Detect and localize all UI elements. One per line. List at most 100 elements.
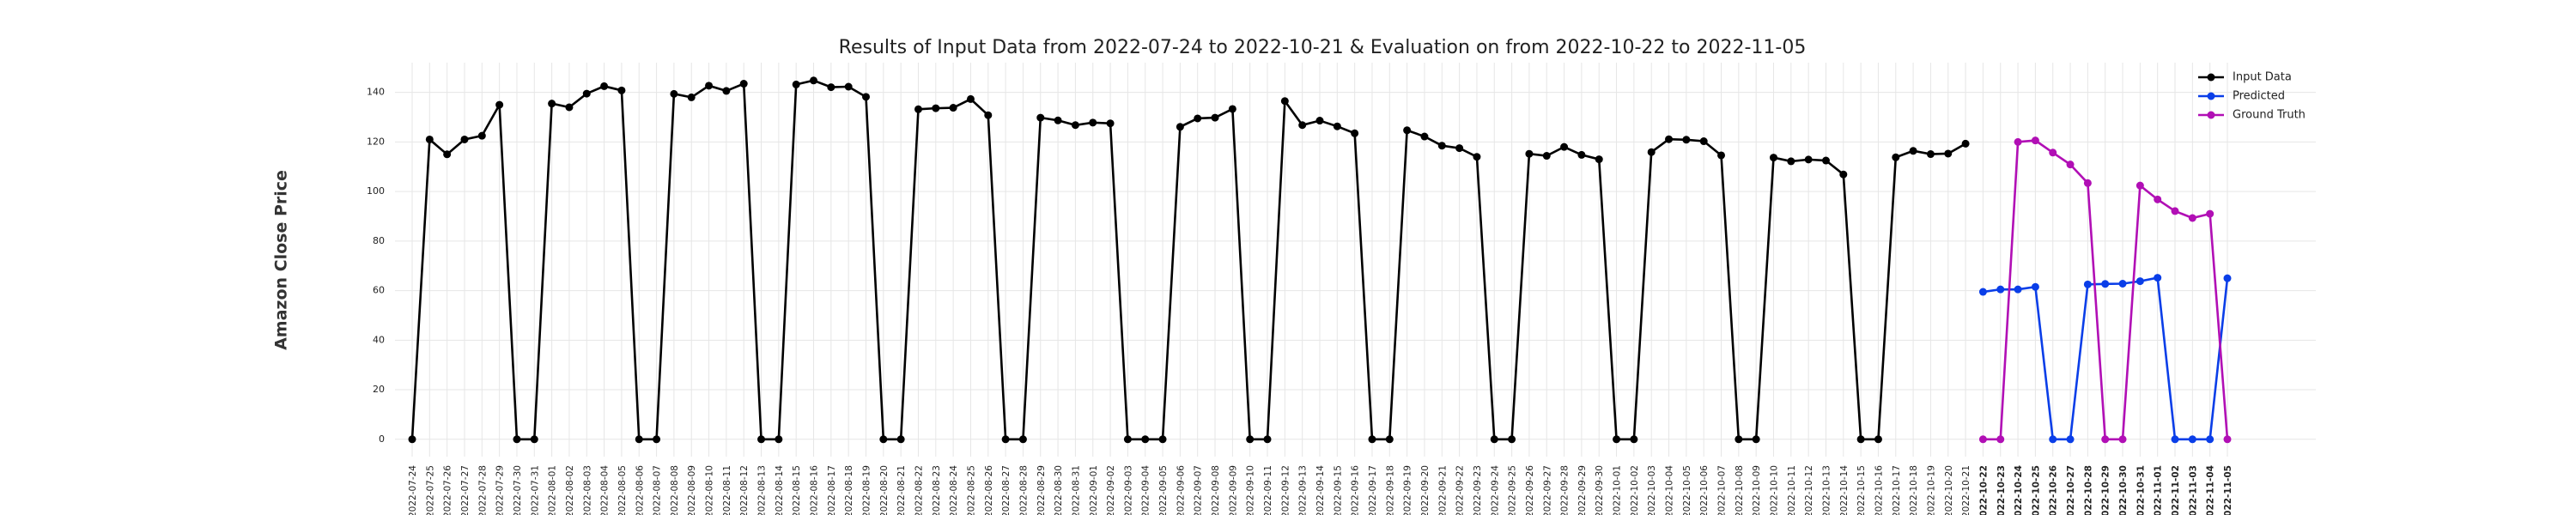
- data-point: [1978, 288, 1987, 296]
- data-point: [477, 131, 486, 140]
- x-tick-label: 2022-10-02: [1630, 465, 1640, 515]
- data-point: [966, 94, 975, 103]
- x-tick-label: 2022-09-12: [1280, 465, 1291, 515]
- x-tick-label: 2022-08-01: [548, 465, 558, 515]
- data-point: [513, 435, 521, 444]
- data-point: [1926, 150, 1935, 159]
- data-point: [844, 82, 853, 91]
- data-point: [1473, 153, 1481, 161]
- data-point: [635, 435, 643, 444]
- x-tick-label: 2022-07-24: [408, 465, 418, 515]
- data-point: [1089, 118, 1097, 127]
- data-point: [1001, 435, 1010, 444]
- data-point: [1351, 129, 1359, 137]
- x-tick-label: 2022-10-01: [1613, 465, 1623, 515]
- data-point: [984, 111, 993, 119]
- data-point: [1333, 122, 1341, 130]
- x-tick-label: 2022-09-08: [1211, 465, 1221, 515]
- x-tick-label: 2022-10-18: [1909, 465, 1919, 515]
- data-point: [1298, 121, 1307, 130]
- data-point: [1246, 435, 1255, 444]
- data-point: [827, 83, 835, 92]
- data-point: [1385, 435, 1394, 444]
- x-tick-label: 2022-11-05: [2223, 465, 2233, 515]
- x-tick-label: 2022-07-25: [425, 465, 435, 515]
- x-tick-label: 2022-08-31: [1071, 465, 1081, 515]
- x-tick-label: 2022-11-03: [2188, 465, 2198, 515]
- x-tick-label: 2022-10-03: [1647, 465, 1657, 515]
- x-tick-label: 2022-09-23: [1473, 465, 1483, 515]
- x-tick-label: 2022-09-04: [1141, 465, 1151, 515]
- x-tick-label: 2022-08-26: [984, 465, 994, 515]
- x-tick-label: 2022-11-02: [2171, 465, 2181, 515]
- x-tick-label: 2022-09-27: [1542, 465, 1552, 515]
- x-tick-label: 2022-09-22: [1455, 465, 1466, 515]
- y-tick-label: 140: [367, 87, 385, 98]
- x-tick-label: 2022-09-14: [1315, 465, 1326, 515]
- x-tick-label: 2022-08-28: [1018, 465, 1029, 515]
- x-tick-label: 2022-10-30: [2118, 465, 2129, 515]
- x-tick-label: 2022-10-25: [2031, 465, 2041, 515]
- legend-label: Predicted: [2233, 90, 2285, 103]
- data-point: [1455, 144, 1464, 153]
- data-point: [2014, 285, 2022, 294]
- data-point: [2206, 209, 2215, 218]
- y-tick-label: 80: [373, 235, 385, 246]
- x-tick-label: 2022-10-11: [1787, 465, 1797, 515]
- data-point: [1194, 114, 1202, 123]
- data-point: [2014, 137, 2022, 146]
- x-tick-label: 2022-09-07: [1194, 465, 1204, 515]
- data-point: [1699, 137, 1708, 146]
- x-tick-label: 2022-09-09: [1228, 465, 1238, 515]
- data-point: [1577, 150, 1586, 159]
- x-tick-label: 2022-09-05: [1158, 465, 1169, 515]
- x-tick-label: 2022-09-15: [1333, 465, 1343, 515]
- data-point: [1892, 153, 1900, 161]
- data-point: [1036, 113, 1045, 122]
- data-point: [1560, 142, 1569, 151]
- data-point: [1106, 119, 1115, 128]
- x-tick-label: 2022-10-10: [1770, 465, 1780, 515]
- x-tick-label: 2022-09-20: [1420, 465, 1431, 515]
- data-point: [2118, 280, 2127, 288]
- data-point: [1211, 113, 1219, 122]
- y-tick-label: 120: [367, 136, 385, 147]
- x-tick-label: 2022-08-22: [914, 465, 924, 515]
- data-point: [1909, 147, 1917, 155]
- data-point: [408, 435, 416, 444]
- data-point: [653, 435, 661, 444]
- x-tick-label: 2022-10-16: [1874, 465, 1884, 515]
- x-tick-label: 2022-09-29: [1577, 465, 1588, 515]
- x-tick-label: 2022-09-17: [1368, 465, 1378, 515]
- data-point: [949, 104, 957, 112]
- x-tick-label: 2022-08-02: [565, 465, 575, 515]
- data-point: [705, 82, 714, 90]
- x-tick-label: 2022-10-08: [1735, 465, 1745, 515]
- data-point: [1490, 435, 1498, 444]
- legend-label: Ground Truth: [2233, 109, 2306, 122]
- data-point: [1018, 435, 1027, 444]
- data-point: [2083, 280, 2092, 288]
- x-tick-label: 2022-09-03: [1123, 465, 1133, 515]
- data-point: [2223, 435, 2232, 444]
- data-point: [1996, 435, 2005, 444]
- x-tick-label: 2022-07-26: [443, 465, 453, 515]
- x-tick-label: 2022-08-05: [617, 465, 628, 515]
- x-tick-label: 2022-08-25: [966, 465, 976, 515]
- data-point: [2101, 435, 2110, 444]
- data-point: [1228, 105, 1236, 113]
- data-point: [1437, 142, 1446, 150]
- data-point: [548, 100, 556, 108]
- x-tick-label: 2022-10-14: [1839, 465, 1850, 515]
- x-tick-label: 2022-11-04: [2206, 465, 2216, 515]
- x-tick-label: 2022-10-21: [1961, 465, 1971, 515]
- legend-marker: [2207, 111, 2215, 119]
- x-tick-label: 2022-08-18: [844, 465, 854, 515]
- data-point: [687, 93, 696, 101]
- x-tick-label: 2022-09-25: [1508, 465, 1518, 515]
- data-point: [2171, 435, 2179, 444]
- x-tick-label: 2022-09-16: [1351, 465, 1361, 515]
- x-tick-label: 2022-10-17: [1892, 465, 1902, 515]
- data-point: [810, 76, 818, 85]
- data-point: [1542, 152, 1551, 161]
